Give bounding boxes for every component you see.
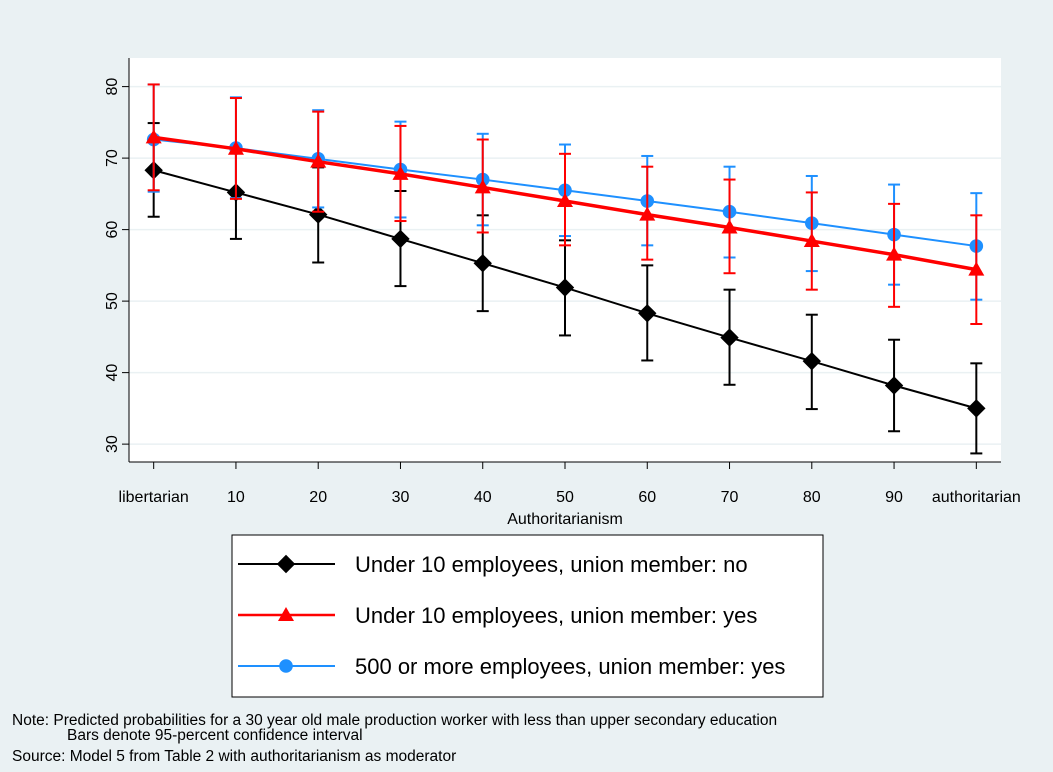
circle-marker: [279, 659, 293, 673]
y-tick-label: 40: [104, 364, 121, 382]
series-layer: [144, 83, 986, 455]
diamond-marker: [802, 351, 821, 371]
triangle-marker: [886, 246, 903, 261]
triangle-marker: [803, 233, 820, 248]
y-tick-label: 50: [104, 292, 121, 310]
triangle-marker: [968, 261, 985, 276]
triangle-marker: [227, 140, 244, 155]
x-tick-label: 10: [227, 489, 245, 506]
triangle-marker: [145, 129, 162, 144]
x-tick-label: 70: [721, 489, 739, 506]
diamond-marker: [720, 328, 739, 347]
legend-label: Under 10 employees, union member: no: [355, 552, 748, 577]
x-axis-title: Authoritarianism: [507, 511, 623, 528]
legend-item-2: Under 10 employees, union member: yes: [238, 603, 757, 628]
triangle-marker: [639, 206, 656, 221]
note-line-1: Note: Predicted probabilities for a 30 y…: [12, 712, 778, 729]
diamond-marker: [276, 554, 296, 574]
diamond-marker: [638, 304, 657, 323]
triangle-marker: [310, 153, 327, 168]
diamond-marker: [555, 278, 575, 297]
x-tick-label: libertarian: [119, 489, 189, 506]
triangle-marker: [721, 219, 738, 234]
x-tick-label: 40: [474, 489, 492, 506]
x-tick-label: 90: [885, 489, 903, 506]
diamond-marker: [967, 399, 986, 418]
diamond-marker: [391, 229, 410, 249]
legend: Under 10 employees, union member: no Unde…: [231, 534, 824, 698]
diamond-marker: [884, 376, 904, 395]
diamond-marker: [309, 205, 328, 224]
y-tick-label: 70: [104, 149, 121, 167]
triangle-marker: [474, 179, 491, 194]
series-2: [145, 83, 985, 325]
note-line-3: Source: Model 5 from Table 2 with author…: [12, 748, 457, 765]
note-line-2: Bars denote 95-percent confidence interv…: [67, 727, 363, 744]
legend-item-3: 500 or more employees, union member: yes: [238, 654, 785, 679]
legend-label: Under 10 employees, union member: yes: [355, 603, 757, 628]
legend-item-1: Under 10 employees, union member: no: [238, 552, 748, 577]
x-tick-label: 80: [803, 489, 821, 506]
axes: 30 40 50 60 70 80 libertarian 10 20 30 40 50 60 70 80 9…: [104, 58, 1021, 506]
x-tick-label: 30: [392, 489, 410, 506]
y-tick-label: 60: [104, 221, 121, 239]
triangle-marker: [278, 607, 294, 621]
x-tick-label: 20: [309, 489, 327, 506]
triangle-marker: [392, 165, 409, 180]
triangle-marker: [557, 193, 573, 208]
x-tick-label: authoritarian: [932, 489, 1021, 506]
x-tick-label: 60: [638, 489, 656, 506]
diamond-marker: [473, 254, 492, 273]
x-tick-label: 50: [556, 489, 574, 506]
legend-label: 500 or more employees, union member: yes: [355, 654, 785, 679]
y-tick-label: 30: [104, 435, 121, 453]
y-tick-label: 80: [104, 78, 121, 96]
